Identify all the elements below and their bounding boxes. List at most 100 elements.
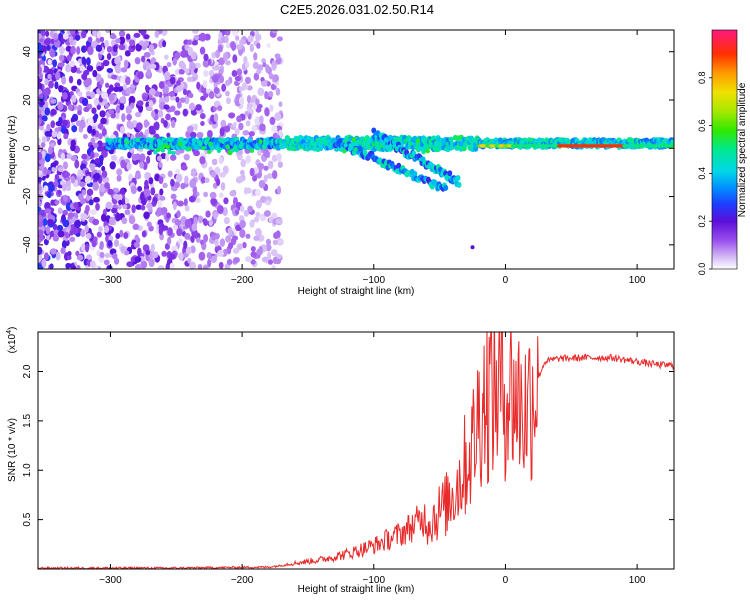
heatmap-cell (219, 172, 227, 178)
heatmap-cell (91, 128, 96, 136)
heatmap-cell (219, 75, 225, 84)
heatmap-cell (146, 155, 151, 164)
heatmap-cell (38, 117, 42, 126)
heatmap-cell (99, 251, 105, 259)
heatmap-cell (107, 188, 114, 196)
heatmap-cell (205, 136, 210, 142)
heatmap-cell (272, 239, 278, 246)
heatmap-cell (218, 261, 224, 269)
heatmap-cell (120, 75, 126, 85)
heatmap-cell (142, 244, 150, 252)
heatmap-cell (177, 200, 184, 207)
heatmap-cell (271, 125, 278, 133)
heatmap-cell (267, 259, 274, 265)
heatmap-cell (45, 225, 51, 235)
heatmap-cell (74, 159, 80, 169)
heatmap-cell (189, 261, 196, 269)
heatmap-cell (42, 218, 48, 226)
heatmap-cell (98, 133, 103, 140)
heatmap-cell (143, 211, 150, 220)
heatmap-cell (271, 264, 276, 269)
heatmap-cell (218, 192, 224, 199)
heatmap-cell (230, 148, 235, 153)
heatmap-cell (134, 57, 141, 65)
heatmap-cell (207, 129, 213, 139)
heatmap-cell (69, 30, 76, 35)
heatmap-cell (51, 130, 58, 138)
heatmap-cell (199, 113, 206, 120)
heatmap-cell (70, 45, 76, 55)
heatmap-cell (255, 33, 262, 42)
colorbar-tick-label: 0.2 (697, 215, 707, 228)
heatmap-cell (123, 59, 129, 69)
heatmap-cell (111, 155, 118, 161)
heatmap-cell (47, 59, 52, 65)
heatmap-cell (232, 54, 238, 63)
heatmap-cell (57, 189, 62, 195)
heatmap-cell (44, 130, 51, 137)
heatmap-cell (163, 104, 170, 110)
heatmap-cell (264, 200, 272, 206)
snr-panel: −300 −200 −100 0 100 0.5 1.0 1.5 2.0 Height of … (6, 327, 675, 595)
heatmap-cell (126, 162, 132, 171)
heatmap-cell (86, 188, 94, 196)
heatmap-cell (89, 260, 96, 268)
heatmap-cell (116, 168, 123, 176)
heatmap-cell (259, 213, 267, 222)
heatmap-cell (99, 110, 106, 118)
heatmap-cell (247, 205, 254, 213)
heatmap-cell (62, 183, 67, 192)
heatmap-cell (180, 182, 186, 190)
heatmap-cell (189, 179, 197, 189)
heatmap-cell (252, 175, 258, 182)
heatmap-cell (134, 264, 142, 269)
heatmap-cell (211, 158, 218, 166)
heatmap-cell (670, 139, 674, 145)
heatmap-cell (146, 69, 152, 77)
heatmap-cell (146, 202, 153, 210)
heatmap-cell (92, 30, 97, 37)
heatmap-cell (185, 130, 191, 139)
heatmap-cell (195, 237, 201, 243)
heatmap-cell (40, 141, 46, 148)
heatmap-cell (223, 216, 230, 225)
heatmap-cell (200, 176, 206, 184)
heatmap-cell (225, 79, 231, 86)
heatmap-cell (170, 154, 177, 161)
heatmap-cell (111, 207, 118, 214)
heatmap-cell (62, 32, 69, 40)
heatmap-cell (261, 80, 268, 87)
heatmap-cell (238, 122, 244, 131)
heatmap-cell (164, 96, 170, 103)
heatmap-x-label: Height of straight line (km) (298, 286, 415, 297)
heatmap-cell (94, 172, 101, 181)
heatmap-cell (214, 238, 219, 247)
heatmap-cell (253, 52, 258, 61)
heatmap-cell (267, 91, 274, 98)
heatmap-cell (271, 170, 278, 180)
heatmap-cell (245, 187, 252, 194)
heatmap-cell (152, 251, 159, 258)
snr-scale-factor: (x104) (6, 327, 18, 354)
heatmap-cell (243, 209, 250, 217)
snr-series-line (38, 332, 674, 569)
heatmap-cell (93, 196, 100, 203)
heatmap-cell (245, 256, 253, 263)
heatmap-cell (150, 187, 156, 196)
heatmap-cell (200, 121, 205, 127)
heatmap-cell (218, 57, 226, 66)
heatmap-cell (38, 176, 42, 183)
heatmap-cell (247, 35, 254, 43)
heatmap-cell (38, 73, 43, 80)
heatmap-cell (96, 88, 101, 95)
heatmap-cell (286, 146, 292, 151)
heatmap-cell (44, 208, 52, 214)
heatmap-cell (159, 188, 164, 196)
heatmap-cell (277, 186, 282, 195)
heatmap-cell (50, 248, 57, 255)
heatmap-cell (51, 167, 56, 173)
heatmap-cell (44, 153, 51, 163)
snr-x-tick-label: 100 (629, 575, 646, 586)
heatmap-cell (473, 146, 479, 152)
heatmap-x-tick-label: −300 (99, 275, 122, 286)
